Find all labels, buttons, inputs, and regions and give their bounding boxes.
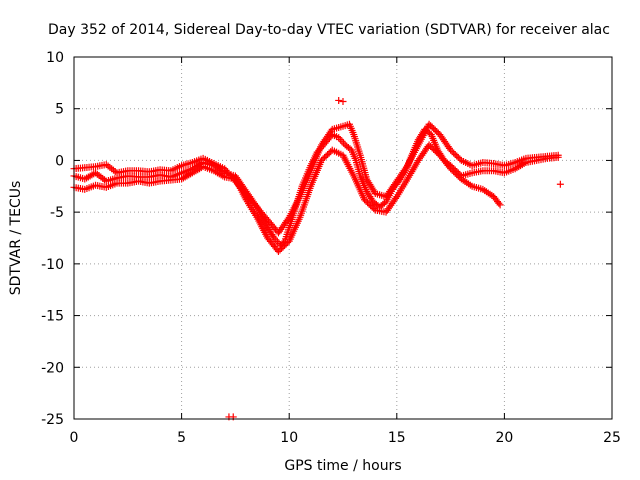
chart-title: Day 352 of 2014, Sidereal Day-to-day VTE…: [48, 22, 610, 38]
data-point: [317, 156, 325, 164]
data-point: [448, 148, 456, 156]
data-point: [431, 126, 439, 134]
data-point: [365, 200, 373, 208]
x-tick-label: 5: [177, 430, 186, 446]
data-point: [278, 244, 286, 252]
data-point: [554, 151, 562, 159]
data-point: [361, 196, 369, 204]
data-point: [447, 165, 455, 173]
data-point: [456, 155, 464, 163]
data-point: [322, 152, 330, 160]
data-point: [282, 240, 290, 248]
y-tick-label: -20: [41, 360, 64, 376]
data-point: [430, 145, 438, 153]
data-points: [70, 96, 564, 421]
x-tick-label: 10: [280, 430, 298, 446]
data-point: [453, 152, 461, 160]
data-point: [274, 247, 282, 255]
x-tick-labels: 0 5 10 15 20 25: [70, 430, 621, 446]
data-point: [362, 197, 370, 205]
data-point: [324, 151, 332, 159]
data-point: [450, 149, 458, 157]
data-point: [431, 147, 439, 155]
data-point: [321, 153, 329, 161]
y-tick-label: 5: [55, 102, 64, 118]
data-point: [335, 96, 343, 104]
data-point: [427, 142, 435, 150]
y-tick-labels: -25 -20 -15 -10 -5 0 5 10: [41, 50, 64, 428]
data-point: [402, 163, 410, 171]
x-axis-label: GPS time / hours: [284, 458, 401, 474]
y-tick-label: -5: [50, 205, 64, 221]
data-point: [433, 148, 441, 156]
data-point: [276, 246, 284, 254]
data-point: [368, 203, 376, 211]
y-tick-label: -10: [41, 257, 64, 273]
y-axis-label: SDTVAR / TECUs: [8, 181, 24, 296]
y-tick-label: 0: [55, 153, 64, 169]
data-point: [454, 153, 462, 161]
data-point: [453, 171, 461, 179]
data-point: [364, 199, 372, 207]
data-point: [451, 151, 459, 159]
data-point: [433, 128, 441, 136]
data-point: [451, 169, 459, 177]
y-tick-label: -25: [41, 412, 64, 428]
data-point: [269, 232, 277, 240]
data-point: [281, 242, 289, 250]
plot-frame: [73, 56, 613, 420]
data-point: [447, 146, 455, 154]
data-point: [367, 202, 375, 210]
x-tick-label: 15: [388, 430, 406, 446]
data-point: [454, 172, 462, 180]
data-point: [339, 97, 347, 105]
data-point: [428, 123, 436, 131]
y-tick-label: -15: [41, 309, 64, 325]
data-point: [448, 166, 456, 174]
x-tick-label: 20: [495, 430, 513, 446]
data-point: [556, 180, 564, 188]
data-point: [392, 194, 400, 202]
data-point: [425, 141, 433, 149]
data-point: [495, 199, 503, 207]
data-point: [496, 201, 504, 209]
data-point: [284, 215, 292, 223]
data-point: [370, 205, 378, 213]
data-point: [427, 122, 435, 130]
data-point: [279, 243, 287, 251]
y-tick-label: 10: [46, 50, 64, 66]
data-point: [430, 125, 438, 133]
data-point: [428, 144, 436, 152]
data-point: [425, 120, 433, 128]
x-tick-label: 0: [70, 430, 79, 446]
data-point: [325, 149, 333, 157]
data-point: [319, 155, 327, 163]
x-tick-label: 25: [603, 430, 621, 446]
data-point: [450, 168, 458, 176]
